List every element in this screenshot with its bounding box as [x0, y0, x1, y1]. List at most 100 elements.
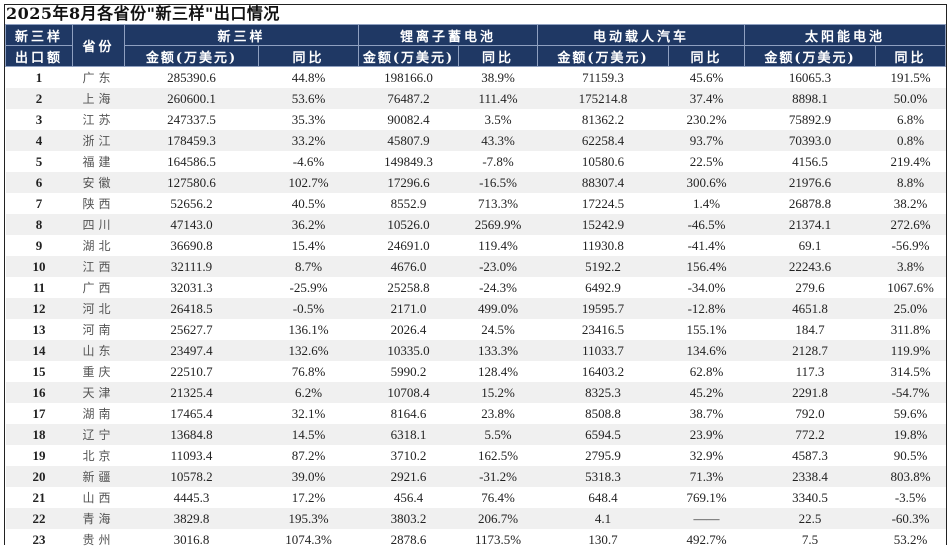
ev-yoy-cell: 155.1%	[668, 319, 745, 340]
ev-yoy-cell: ——	[668, 508, 745, 529]
solar-yoy-cell: 50.0%	[875, 88, 946, 109]
solar-amount-cell: 4587.3	[744, 445, 876, 466]
table-row: 17 湖南 17465.4 32.1% 8164.6 23.8% 8508.8 38.7% 79…	[5, 403, 946, 424]
table-row: 18 辽宁 13684.8 14.5% 6318.1 5.5% 6594.5 23.9% 772…	[5, 424, 946, 445]
table-row: 20 新疆 10578.2 39.0% 2921.6 -31.2% 5318.3 71.3% 2…	[5, 466, 946, 487]
amount-header: 金额(万美元)	[124, 45, 259, 67]
lithium-amount-cell: 17296.6	[358, 172, 459, 193]
ev-yoy-cell: -46.5%	[668, 214, 745, 235]
rank-cell: 3	[5, 109, 73, 130]
total-amount-cell: 23497.4	[124, 340, 259, 361]
solar-yoy-cell: 3.8%	[875, 256, 946, 277]
lithium-amount-cell: 10526.0	[358, 214, 459, 235]
group-header-lithium: 锂离子蓄电池	[358, 24, 539, 46]
total-amount-cell: 11093.4	[124, 445, 259, 466]
page-title: 2025年8月各省份"新三样"出口情况	[6, 4, 280, 23]
solar-amount-cell: 792.0	[744, 403, 876, 424]
lithium-amount-cell: 8164.6	[358, 403, 459, 424]
rank-header-line2: 出口额	[5, 45, 73, 67]
ev-amount-cell: 11930.8	[537, 235, 669, 256]
solar-yoy-cell: 191.5%	[875, 66, 946, 88]
solar-yoy-cell: 272.6%	[875, 214, 946, 235]
total-yoy-cell: 87.2%	[258, 445, 359, 466]
table-row: 2 上海 260600.1 53.6% 76487.2 111.4% 175214.8 37.…	[5, 88, 946, 109]
lithium-yoy-cell: 133.3%	[458, 340, 538, 361]
rank-cell: 16	[5, 382, 73, 403]
solar-yoy-cell: 38.2%	[875, 193, 946, 214]
ev-yoy-cell: 38.7%	[668, 403, 745, 424]
solar-amount-cell: 26878.8	[744, 193, 876, 214]
table-row: 13 河南 25627.7 136.1% 2026.4 24.5% 23416.5 155.1…	[5, 319, 946, 340]
table-row: 4 浙江 178459.3 33.2% 45807.9 43.3% 62258.4 93.7%…	[5, 130, 946, 151]
total-yoy-cell: 33.2%	[258, 130, 359, 151]
ev-amount-cell: 17224.5	[537, 193, 669, 214]
ev-yoy-cell: -34.0%	[668, 277, 745, 298]
table-row: 23 贵州 3016.8 1074.3% 2878.6 1173.5% 130.7 492.7…	[5, 529, 946, 550]
rank-cell: 1	[5, 66, 73, 88]
solar-amount-cell: 772.2	[744, 424, 876, 445]
lithium-yoy-cell: 3.5%	[458, 109, 538, 130]
solar-amount-cell: 70393.0	[744, 130, 876, 151]
province-cell: 广东	[72, 66, 125, 88]
lithium-amount-cell: 198166.0	[358, 66, 459, 88]
table-row: 1 广东 285390.6 44.8% 198166.0 38.9% 71159.3 45.6…	[5, 66, 946, 88]
total-yoy-cell: 136.1%	[258, 319, 359, 340]
ev-yoy-cell: 22.5%	[668, 151, 745, 172]
solar-amount-cell: 2128.7	[744, 340, 876, 361]
ev-amount-cell: 8325.3	[537, 382, 669, 403]
rank-cell: 11	[5, 277, 73, 298]
total-amount-cell: 164586.5	[124, 151, 259, 172]
ev-amount-cell: 175214.8	[537, 88, 669, 109]
lithium-amount-cell: 3710.2	[358, 445, 459, 466]
province-cell: 福建	[72, 151, 125, 172]
solar-amount-cell: 3340.5	[744, 487, 876, 508]
solar-yoy-cell: -56.9%	[875, 235, 946, 256]
lithium-amount-cell: 10335.0	[358, 340, 459, 361]
total-yoy-cell: 6.2%	[258, 382, 359, 403]
lithium-amount-cell: 6318.1	[358, 424, 459, 445]
export-table: 新三样 省份 新三样 锂离子蓄电池 电动载人汽车 太阳能电池 出口额 金额(万美…	[5, 24, 947, 550]
lithium-yoy-cell: 15.2%	[458, 382, 538, 403]
total-yoy-cell: -4.6%	[258, 151, 359, 172]
total-yoy-cell: 36.2%	[258, 214, 359, 235]
ev-yoy-cell: 37.4%	[668, 88, 745, 109]
solar-yoy-cell: 119.9%	[875, 340, 946, 361]
table-frame	[4, 4, 947, 545]
table-row: 7 陕西 52656.2 40.5% 8552.9 713.3% 17224.5 1.4% 26…	[5, 193, 946, 214]
total-amount-cell: 4445.3	[124, 487, 259, 508]
solar-yoy-cell: 90.5%	[875, 445, 946, 466]
ev-amount-cell: 10580.6	[537, 151, 669, 172]
lithium-yoy-cell: 38.9%	[458, 66, 538, 88]
table-row: 8 四川 47143.0 36.2% 10526.0 2569.9% 15242.9 -46.…	[5, 214, 946, 235]
lithium-amount-cell: 45807.9	[358, 130, 459, 151]
rank-cell: 14	[5, 340, 73, 361]
table-row: 5 福建 164586.5 -4.6% 149849.3 -7.8% 10580.6 22.5…	[5, 151, 946, 172]
lithium-yoy-cell: 162.5%	[458, 445, 538, 466]
lithium-amount-cell: 90082.4	[358, 109, 459, 130]
lithium-yoy-cell: 206.7%	[458, 508, 538, 529]
ev-yoy-cell: 32.9%	[668, 445, 745, 466]
solar-amount-cell: 184.7	[744, 319, 876, 340]
lithium-yoy-cell: 119.4%	[458, 235, 538, 256]
lithium-amount-cell: 456.4	[358, 487, 459, 508]
total-amount-cell: 52656.2	[124, 193, 259, 214]
solar-yoy-cell: 803.8%	[875, 466, 946, 487]
group-header-ev: 电动载人汽车	[537, 24, 746, 46]
province-cell: 北京	[72, 445, 125, 466]
ev-yoy-cell: 93.7%	[668, 130, 745, 151]
total-yoy-cell: 44.8%	[258, 66, 359, 88]
solar-amount-cell: 22243.6	[744, 256, 876, 277]
solar-amount-cell: 2291.8	[744, 382, 876, 403]
table-row: 6 安徽 127580.6 102.7% 17296.6 -16.5% 88307.4 300…	[5, 172, 946, 193]
rank-cell: 8	[5, 214, 73, 235]
total-amount-cell: 178459.3	[124, 130, 259, 151]
table-row: 15 重庆 22510.7 76.8% 5990.2 128.4% 16403.2 62.8%…	[5, 361, 946, 382]
lithium-amount-cell: 25258.8	[358, 277, 459, 298]
ev-amount-cell: 81362.2	[537, 109, 669, 130]
ev-yoy-cell: 492.7%	[668, 529, 745, 550]
total-amount-cell: 17465.4	[124, 403, 259, 424]
table-row: 3 江苏 247337.5 35.3% 90082.4 3.5% 81362.2 230.2%…	[5, 109, 946, 130]
lithium-yoy-cell: -31.2%	[458, 466, 538, 487]
total-amount-cell: 36690.8	[124, 235, 259, 256]
solar-amount-cell: 75892.9	[744, 109, 876, 130]
